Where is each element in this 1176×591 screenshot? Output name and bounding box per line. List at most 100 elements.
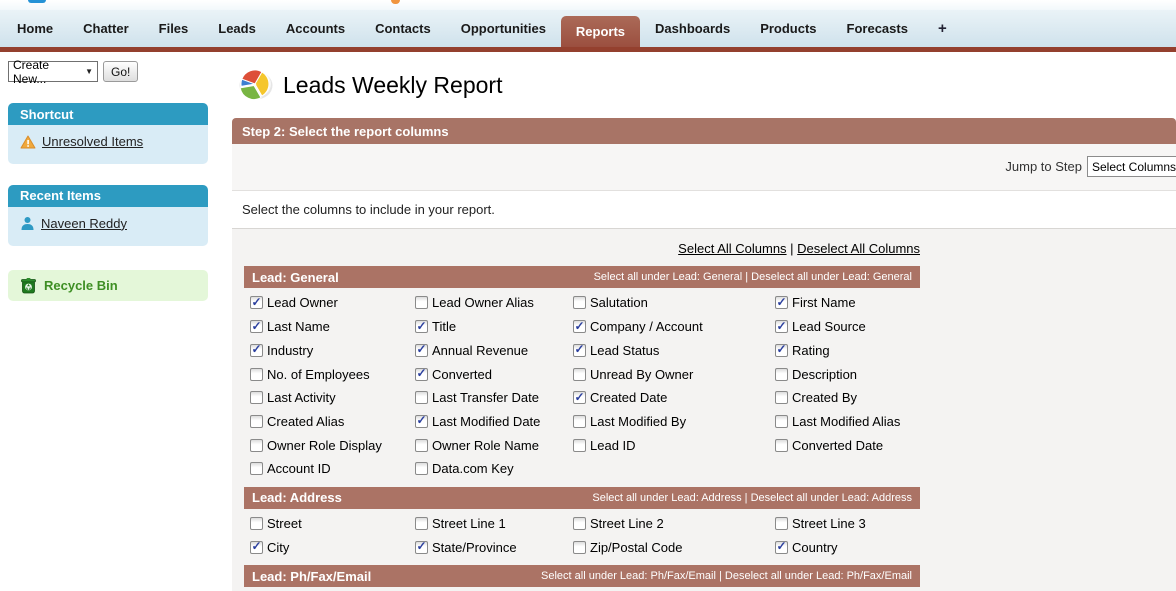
section-links-separator: | bbox=[742, 271, 752, 284]
checkbox-street-line-2[interactable] bbox=[573, 516, 586, 530]
column-option-rating: Rating bbox=[775, 339, 920, 363]
column-option-created-alias: Created Alias bbox=[250, 410, 415, 434]
tab-contacts[interactable]: Contacts bbox=[375, 21, 431, 36]
checkbox-description[interactable] bbox=[775, 367, 788, 381]
checkbox-label: Last Transfer Date bbox=[432, 390, 539, 406]
checkbox-lead-id[interactable] bbox=[573, 438, 586, 452]
go-button[interactable]: Go! bbox=[103, 61, 139, 82]
section-links: Select all under Lead: Address | Deselec… bbox=[592, 492, 912, 504]
column-option-description: Description bbox=[775, 362, 920, 386]
checkbox-industry[interactable] bbox=[250, 343, 263, 357]
checkbox-converted-date[interactable] bbox=[775, 438, 788, 452]
tab-dashboards[interactable]: Dashboards bbox=[655, 21, 731, 36]
checkbox-created-date[interactable] bbox=[573, 391, 586, 405]
column-option-country: Country bbox=[775, 535, 920, 559]
checkbox-no-of-employees[interactable] bbox=[250, 367, 263, 381]
checkbox-rating[interactable] bbox=[775, 343, 788, 357]
checkbox-last-name[interactable] bbox=[250, 320, 263, 334]
tab-add[interactable]: + bbox=[937, 20, 947, 37]
section-select-all-link[interactable]: Select all under Lead: Address bbox=[592, 491, 742, 504]
checkbox-owner-role-name[interactable] bbox=[415, 438, 428, 452]
checkbox-created-by[interactable] bbox=[775, 391, 788, 405]
column-option-last-name: Last Name bbox=[250, 315, 415, 339]
checkbox-city[interactable] bbox=[250, 540, 263, 554]
tab-opportunities[interactable]: Opportunities bbox=[460, 21, 546, 36]
checkbox-label: Rating bbox=[792, 342, 830, 358]
recycle-bin-panel[interactable]: Recycle Bin bbox=[8, 269, 208, 301]
checkbox-label: Company / Account bbox=[590, 319, 703, 335]
checkbox-label: Lead Source bbox=[792, 319, 866, 335]
checkbox-unread-by-owner[interactable] bbox=[573, 367, 586, 381]
checkbox-last-modified-alias[interactable] bbox=[775, 414, 788, 428]
tab-home[interactable]: Home bbox=[17, 21, 54, 36]
section-deselect-all-link[interactable]: Deselect all under Lead: Address bbox=[750, 491, 912, 504]
section-deselect-all-link[interactable]: Deselect all under Lead: General bbox=[751, 271, 912, 284]
checkbox-data-com-key[interactable] bbox=[415, 462, 428, 476]
section-select-all-link[interactable]: Select all under Lead: Ph/Fax/Email bbox=[541, 570, 716, 582]
unresolved-items-link[interactable]: Unresolved Items bbox=[20, 134, 143, 149]
checkbox-last-activity[interactable] bbox=[250, 391, 263, 405]
create-new-select[interactable]: Create New... ▼ bbox=[8, 58, 98, 86]
salesforce-logo-sliver-icon bbox=[28, 0, 46, 3]
tab-leads[interactable]: Leads bbox=[218, 21, 256, 36]
column-option-owner-role-name: Owner Role Name bbox=[415, 433, 573, 457]
checkbox-lead-status[interactable] bbox=[573, 343, 586, 357]
section-select-all-link[interactable]: Select all under Lead: General bbox=[593, 271, 743, 284]
tab-accounts[interactable]: Accounts bbox=[285, 21, 346, 36]
checkbox-label: Owner Role Name bbox=[432, 437, 539, 453]
column-option-industry: Industry bbox=[250, 339, 415, 363]
checkbox-label: Lead ID bbox=[590, 437, 636, 453]
checkbox-lead-source[interactable] bbox=[775, 320, 788, 334]
checkbox-first-name[interactable] bbox=[775, 296, 788, 310]
deselect-all-columns-link[interactable]: Deselect All Columns bbox=[797, 241, 920, 257]
section-deselect-all-link[interactable]: Deselect all under Lead: Ph/Fax/Email bbox=[724, 570, 912, 582]
checkbox-label: Last Name bbox=[267, 319, 330, 335]
column-option-street-line-3: Street Line 3 bbox=[775, 512, 920, 536]
checkbox-created-alias[interactable] bbox=[250, 414, 263, 428]
checkbox-salutation[interactable] bbox=[573, 296, 586, 310]
column-option-lead-status: Lead Status bbox=[573, 339, 775, 363]
checkbox-last-modified-date[interactable] bbox=[415, 414, 428, 428]
tab-products[interactable]: Products bbox=[760, 21, 817, 36]
checkbox-title[interactable] bbox=[415, 320, 428, 334]
checkbox-converted[interactable] bbox=[415, 367, 428, 381]
checkbox-label: State/Province bbox=[432, 539, 517, 555]
checkbox-street-line-1[interactable] bbox=[415, 516, 428, 530]
checkbox-company-account[interactable] bbox=[573, 320, 586, 334]
sections: Lead: General Select all under Lead: Gene… bbox=[244, 266, 1176, 587]
shortcut-header: Shortcut bbox=[8, 103, 208, 125]
report-pie-icon bbox=[239, 69, 273, 101]
checkbox-street[interactable] bbox=[250, 516, 263, 530]
checkbox-label: Last Activity bbox=[267, 390, 336, 406]
links-separator: | bbox=[786, 241, 798, 257]
checkbox-owner-role-display[interactable] bbox=[250, 438, 263, 452]
recycle-bin-icon bbox=[21, 277, 36, 293]
checkbox-label: First Name bbox=[792, 295, 856, 311]
tab-forecasts[interactable]: Forecasts bbox=[846, 21, 908, 36]
recent-item-label: Naveen Reddy bbox=[41, 215, 127, 231]
column-option-street-line-2: Street Line 2 bbox=[573, 512, 775, 536]
column-option-last-activity: Last Activity bbox=[250, 386, 415, 410]
checkbox-annual-revenue[interactable] bbox=[415, 343, 428, 357]
checkbox-lead-owner[interactable] bbox=[250, 296, 263, 310]
checkbox-label: Street Line 2 bbox=[590, 515, 664, 531]
checkbox-last-transfer-date[interactable] bbox=[415, 391, 428, 405]
recent-item-link[interactable]: Naveen Reddy bbox=[20, 216, 127, 231]
jump-step-select[interactable]: Select Columns bbox=[1087, 156, 1176, 178]
checkbox-zip-postal-code[interactable] bbox=[573, 540, 586, 554]
tab-chatter[interactable]: Chatter bbox=[83, 21, 129, 36]
section-lead-address: Lead: Address Select all under Lead: Addr… bbox=[244, 486, 920, 561]
tab-files[interactable]: Files bbox=[158, 21, 189, 36]
checkbox-label: Created Date bbox=[590, 390, 668, 406]
checkbox-street-line-3[interactable] bbox=[775, 516, 788, 530]
checkbox-label: Lead Owner Alias bbox=[432, 295, 534, 311]
checkbox-label: Last Modified By bbox=[590, 413, 687, 429]
checkbox-state-province[interactable] bbox=[415, 540, 428, 554]
select-all-columns-link[interactable]: Select All Columns bbox=[678, 241, 787, 257]
checkbox-account-id[interactable] bbox=[250, 462, 263, 476]
checkbox-last-modified-by[interactable] bbox=[573, 414, 586, 428]
checkbox-country[interactable] bbox=[775, 540, 788, 554]
checkbox-lead-owner-alias[interactable] bbox=[415, 296, 428, 310]
section-header-lead-general: Lead: General Select all under Lead: Gene… bbox=[244, 266, 920, 289]
tab-reports[interactable]: Reports bbox=[560, 16, 641, 47]
